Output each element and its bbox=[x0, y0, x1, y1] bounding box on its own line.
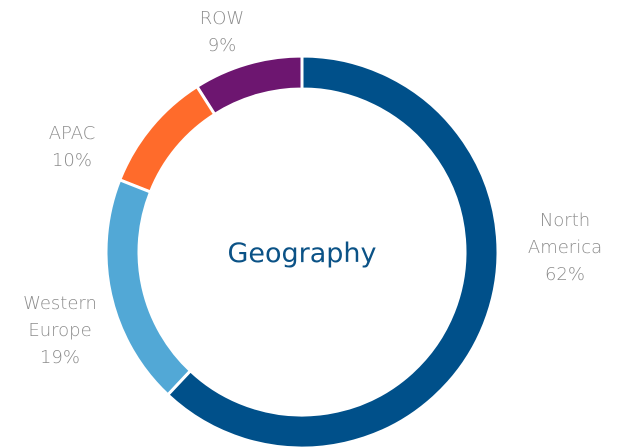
donut-slice bbox=[194, 54, 304, 117]
slice-label: APAC 10% bbox=[17, 120, 127, 174]
value-label: 10% bbox=[51, 150, 92, 171]
category-label: Western Europe bbox=[23, 293, 97, 341]
category-label: North America bbox=[527, 210, 603, 258]
donut-slice bbox=[104, 177, 193, 397]
category-label: ROW bbox=[199, 8, 245, 29]
category-label: APAC bbox=[48, 123, 96, 144]
value-label: 19% bbox=[39, 347, 80, 368]
slice-label: ROW 9% bbox=[167, 5, 277, 59]
slice-label: Western Europe 19% bbox=[20, 290, 100, 371]
donut-slice bbox=[117, 84, 217, 194]
donut-slice bbox=[165, 54, 500, 448]
value-label: 9% bbox=[207, 35, 237, 56]
slice-label: North America 62% bbox=[525, 207, 605, 288]
value-label: 62% bbox=[544, 264, 585, 285]
chart-title: Geography bbox=[227, 238, 376, 269]
